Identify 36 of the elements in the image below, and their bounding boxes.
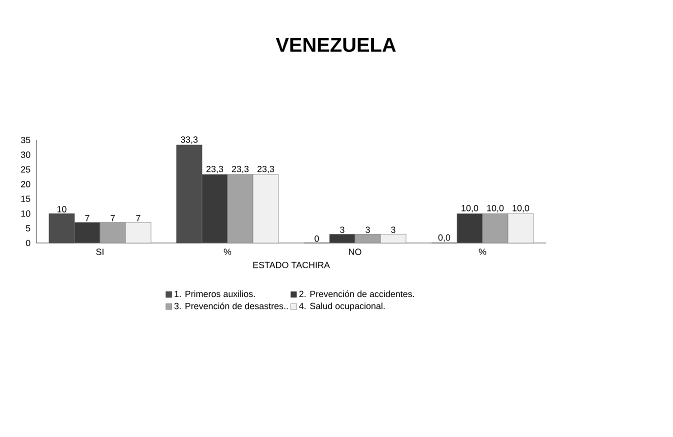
data-label: 10,0 (462, 204, 478, 212)
x-tick-label: % (478, 248, 486, 255)
chart-title: VENEZUELA (276, 38, 396, 52)
y-tick-label: 20 (21, 180, 30, 188)
data-label: 0 (314, 235, 319, 242)
y-tick-label: 35 (20, 136, 30, 144)
data-label: 33,3 (180, 136, 198, 144)
y-tick-label: 5 (26, 225, 30, 232)
data-label: 7 (136, 215, 140, 222)
x-tick-label: SI (96, 248, 104, 255)
data-label: 10 (57, 206, 66, 212)
y-tick-label: 30 (20, 152, 30, 158)
legend-label: 2. Prevención de accidentes. (299, 290, 414, 298)
data-label: 7 (110, 215, 115, 222)
data-label: 7 (85, 215, 90, 222)
data-label: 3 (366, 226, 370, 233)
data-label: 10,0 (512, 204, 530, 212)
data-label: 23,3 (206, 166, 224, 174)
legend-label: 4. Salud ocupacional. (299, 302, 385, 311)
data-label: 23,3 (257, 166, 274, 174)
legend-label: 1. Primeros auxilios. (174, 290, 255, 298)
y-tick-label: 0 (26, 240, 30, 246)
bar (176, 144, 202, 244)
x-axis-title: ESTADO TACHIRA (253, 262, 330, 268)
y-tick-label: 15 (21, 196, 30, 202)
y-tick-label: 25 (21, 166, 30, 173)
data-label: 0,0 (438, 234, 450, 242)
x-tick-label: % (224, 248, 232, 255)
data-label: 3 (391, 226, 396, 233)
bar (48, 213, 75, 244)
legend-label: 3. Prevención de desastres.. (174, 302, 288, 310)
data-label: 23,3 (232, 166, 249, 174)
data-label: 10,0 (487, 204, 504, 212)
data-label: 3 (340, 226, 344, 233)
y-tick-label: 10 (21, 210, 30, 217)
x-tick-label: NO (349, 248, 362, 255)
